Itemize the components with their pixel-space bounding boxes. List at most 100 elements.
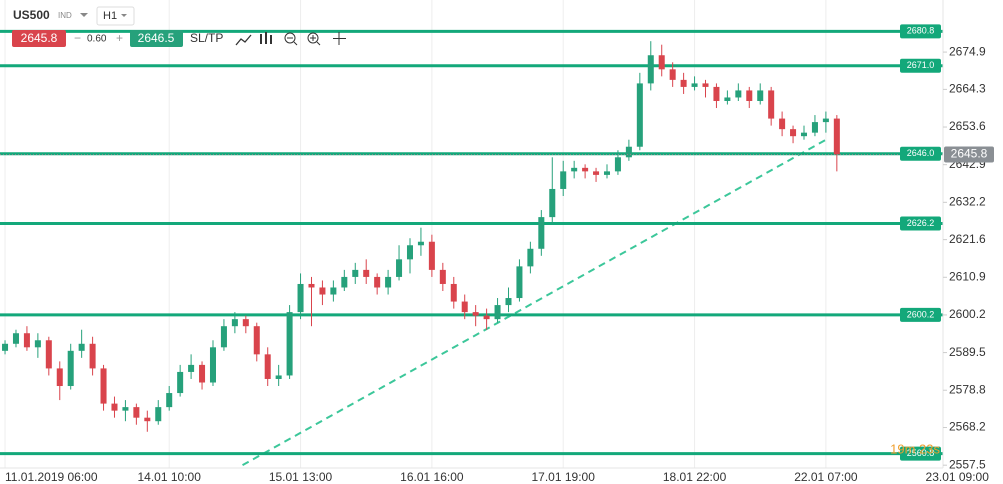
dropdown-icon[interactable] bbox=[80, 13, 88, 17]
candle-body bbox=[34, 340, 41, 348]
candle-body bbox=[199, 364, 206, 383]
candle-body bbox=[122, 407, 129, 411]
x-tick-label: 15.01 13:00 bbox=[269, 470, 333, 484]
crosshair-icon[interactable] bbox=[333, 32, 346, 45]
candle-body bbox=[100, 368, 107, 404]
zoom-in-icon[interactable] bbox=[307, 32, 319, 44]
timeframe-box[interactable] bbox=[96, 6, 135, 26]
candle-body bbox=[308, 283, 315, 288]
candle-body bbox=[319, 287, 326, 295]
candle-body bbox=[724, 97, 731, 101]
candle-body bbox=[111, 403, 118, 411]
candle-body bbox=[253, 326, 260, 355]
plus[interactable]: + bbox=[116, 31, 123, 45]
buy-price[interactable]: 2646.5 bbox=[138, 31, 175, 45]
candle-body bbox=[658, 55, 665, 70]
candle-body bbox=[680, 79, 687, 87]
candle-body bbox=[691, 83, 698, 87]
candle-body bbox=[603, 171, 611, 175]
candle-body bbox=[385, 276, 392, 288]
y-tick-label: 2664.3 bbox=[949, 82, 986, 96]
candle-body bbox=[297, 283, 304, 313]
timeframe[interactable]: H1 bbox=[103, 10, 117, 22]
candle-body bbox=[571, 167, 578, 172]
spread: 0.60 bbox=[87, 34, 107, 45]
candle-body bbox=[746, 90, 753, 101]
x-tick-label: 18.01 22:00 bbox=[663, 470, 727, 484]
candle-body bbox=[822, 118, 829, 123]
candle-body bbox=[768, 90, 775, 119]
level-tag bbox=[900, 446, 941, 461]
candle-body bbox=[472, 312, 479, 316]
candle-body bbox=[560, 171, 567, 189]
x-tick-label: 17.01 19:00 bbox=[532, 470, 596, 484]
candle-body bbox=[800, 132, 808, 137]
candle-body bbox=[833, 118, 840, 155]
candle-body bbox=[757, 90, 764, 101]
countdown: 19m 23s bbox=[890, 441, 940, 456]
line-tool-icon[interactable] bbox=[235, 34, 252, 46]
symbol[interactable]: US500 bbox=[13, 8, 50, 22]
level-label: 2626.2 bbox=[907, 218, 935, 228]
candle-body bbox=[483, 315, 490, 320]
candle-body bbox=[582, 167, 589, 172]
y-tick-label: 2557.5 bbox=[949, 457, 986, 471]
y-tick-label: 2568.2 bbox=[949, 420, 986, 434]
y-tick-label: 2621.6 bbox=[949, 232, 986, 246]
candle-body bbox=[735, 90, 742, 98]
plot bbox=[0, 0, 943, 468]
candle-body bbox=[779, 118, 786, 130]
last-price-label: 2645.8 bbox=[951, 147, 988, 161]
candle-body bbox=[166, 393, 173, 408]
candle-body bbox=[144, 417, 151, 422]
y-tick-label: 2600.2 bbox=[949, 307, 986, 321]
candle-body bbox=[374, 276, 381, 288]
candle-body bbox=[790, 129, 797, 137]
trendline bbox=[242, 137, 830, 467]
candle-body bbox=[549, 188, 556, 218]
sltp[interactable]: SL/TP bbox=[190, 31, 223, 45]
candle-body bbox=[67, 350, 74, 387]
y-tick-label: 2653.6 bbox=[949, 119, 986, 133]
candle-body bbox=[133, 407, 140, 418]
x-tick-label: 14.01 10:00 bbox=[138, 470, 202, 484]
candle-body bbox=[89, 343, 96, 369]
x-tick-label: 16.01 16:00 bbox=[400, 470, 464, 484]
candle-body bbox=[538, 217, 545, 249]
candle-body bbox=[417, 241, 424, 246]
candle-body bbox=[461, 301, 468, 313]
candle-body bbox=[275, 375, 282, 379]
candle-body bbox=[614, 157, 621, 172]
level-tag bbox=[900, 307, 941, 322]
candle-body bbox=[406, 245, 414, 260]
candle-tool-icon[interactable] bbox=[260, 32, 272, 44]
candle-body bbox=[264, 354, 271, 379]
candle-body bbox=[12, 333, 19, 344]
x-tick-label: 11.01.2019 06:00 bbox=[5, 470, 98, 484]
y-tick-label: 2578.8 bbox=[949, 382, 986, 396]
level-label: 2646.0 bbox=[907, 148, 935, 158]
sell-button[interactable] bbox=[12, 30, 66, 47]
candle-body bbox=[363, 269, 370, 277]
sell-price[interactable]: 2645.8 bbox=[21, 31, 58, 45]
zoom-out-icon[interactable] bbox=[284, 32, 296, 44]
candle-body bbox=[527, 248, 534, 267]
level-label: 2680.8 bbox=[907, 26, 935, 36]
candle-body bbox=[593, 171, 600, 175]
minus[interactable]: − bbox=[74, 31, 81, 45]
level-tag bbox=[900, 24, 941, 39]
candle-body bbox=[56, 368, 63, 387]
candle-body bbox=[286, 312, 293, 376]
candle-body bbox=[330, 287, 337, 295]
level-label: 2600.2 bbox=[907, 309, 935, 319]
candle-body bbox=[636, 83, 643, 147]
candle-body bbox=[209, 347, 216, 383]
x-tick-label: 22.01 07:00 bbox=[794, 470, 858, 484]
buy-button[interactable] bbox=[130, 30, 183, 47]
y-tick-label: 2632.2 bbox=[949, 195, 986, 209]
toolbar: US500 IND H1 2645.8 − 0.60 + 2646.5 SL/T… bbox=[12, 6, 346, 47]
y-tick-label: 2674.9 bbox=[949, 44, 986, 58]
level-label: 2560.8 bbox=[907, 448, 935, 458]
level-label: 2671.0 bbox=[907, 60, 935, 70]
